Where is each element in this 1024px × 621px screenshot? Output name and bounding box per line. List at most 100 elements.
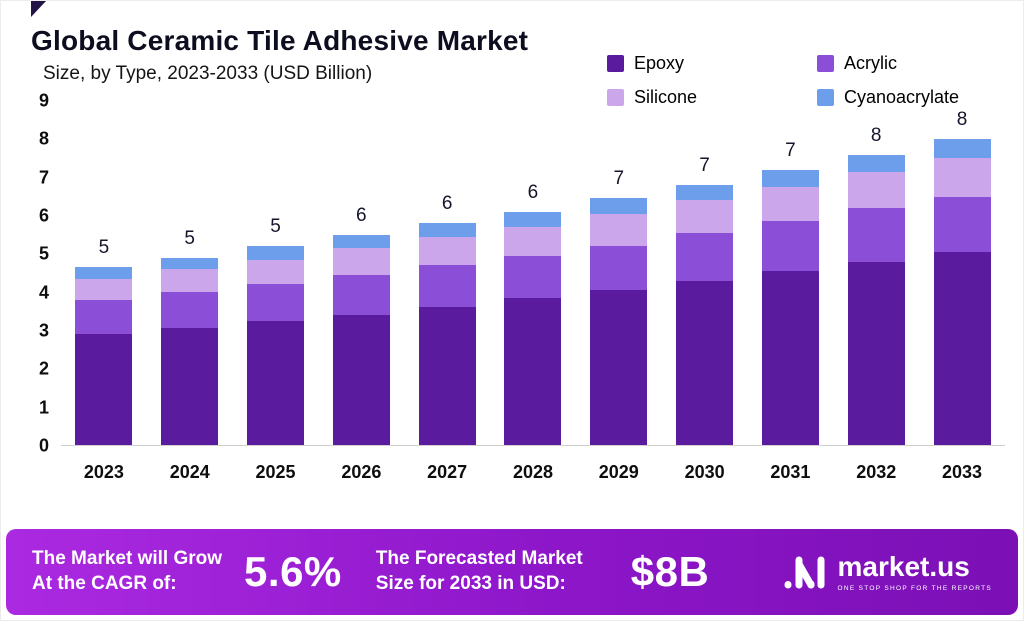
bar-total-label: 7 xyxy=(699,155,710,177)
bar-segment-epoxy xyxy=(504,297,562,445)
x-tick-label: 2028 xyxy=(512,462,553,482)
bar-segment-epoxy xyxy=(332,315,390,445)
bar-segment-acrylic xyxy=(75,299,133,335)
x-tick-label: 2027 xyxy=(427,462,468,482)
legend-swatch-icon xyxy=(607,89,624,106)
x-tick-label: 2023 xyxy=(83,462,124,482)
bar-segment-acrylic xyxy=(418,265,476,308)
plot-area: 5 5 5 6 6 6 7 7 7 8 8 xyxy=(61,101,1005,446)
x-tick-label: 2029 xyxy=(598,462,639,482)
bar-segment-acrylic xyxy=(504,255,562,298)
chart-header: Global Ceramic Tile Adhesive Market Size… xyxy=(1,1,1023,85)
bar-total-label: 5 xyxy=(270,216,281,238)
bar-segment-cyanoacrylate xyxy=(161,257,219,270)
bar-total-label: 6 xyxy=(527,181,539,203)
forecast-label-line1: The Forecasted Market xyxy=(375,548,583,570)
bar-total-label: 5 xyxy=(184,227,195,249)
bar-column: 7 xyxy=(662,101,748,445)
bar-segment-silicone xyxy=(75,278,133,300)
cagr-label-line2: At the CAGR of: xyxy=(32,573,177,594)
bar-segment-cyanoacrylate xyxy=(676,185,734,201)
bar-column: 7 xyxy=(576,101,662,445)
y-tick-label: 1 xyxy=(38,397,49,418)
bar-segment-cyanoacrylate xyxy=(590,198,648,214)
y-tick-label: 5 xyxy=(38,243,49,264)
bar-segment-cyanoacrylate xyxy=(75,267,133,279)
bar-column: 7 xyxy=(748,101,834,445)
legend-swatch-icon xyxy=(817,89,834,106)
bar-segment-silicone xyxy=(161,269,219,293)
bar-total-label: 8 xyxy=(956,109,968,131)
bar-segment-cyanoacrylate xyxy=(247,246,305,260)
brand-text: market.us ONE STOP SHOP FOR THE REPORTS xyxy=(837,550,993,592)
bar-segment-epoxy xyxy=(847,261,905,445)
bar-segment-silicone xyxy=(590,213,648,247)
marketus-logo-icon xyxy=(784,556,824,589)
bar-column: 5 xyxy=(147,101,233,445)
bar-segment-epoxy xyxy=(161,328,219,445)
bar-total-label: 7 xyxy=(785,139,796,161)
x-tick-label: 2026 xyxy=(341,462,382,482)
x-tick-label: 2024 xyxy=(169,462,210,482)
x-tick-label: 2031 xyxy=(770,462,811,482)
y-tick-label: 3 xyxy=(38,320,49,341)
bar-total-label: 8 xyxy=(870,124,882,146)
banner: The Market will Grow At the CAGR of: 5.6… xyxy=(6,529,1018,615)
x-tick-label: 2033 xyxy=(942,462,983,482)
legend-label: Silicone xyxy=(634,87,698,107)
bar-column: 6 xyxy=(318,101,404,445)
bar-column: 6 xyxy=(490,101,576,445)
x-tick-label: 2025 xyxy=(255,462,296,482)
bar-segment-cyanoacrylate xyxy=(332,234,390,249)
legend-label: Acrylic xyxy=(844,53,897,73)
y-tick-label: 9 xyxy=(38,90,49,111)
bar-segment-acrylic xyxy=(933,196,991,252)
bar-segment-acrylic xyxy=(247,284,305,321)
bar-segment-acrylic xyxy=(590,246,648,291)
y-tick-label: 2 xyxy=(38,358,49,379)
bar-column: 5 xyxy=(233,101,319,445)
brand-name: market.us xyxy=(837,550,970,582)
bar-segment-epoxy xyxy=(247,320,305,445)
y-tick-label: 7 xyxy=(38,167,49,188)
bar-segment-acrylic xyxy=(847,208,905,262)
bar-total-label: 7 xyxy=(613,168,625,190)
y-axis: 0 1 2 3 4 5 6 7 8 9 xyxy=(15,91,61,456)
legend-label: Epoxy xyxy=(634,53,685,73)
bar-segment-silicone xyxy=(847,171,905,209)
bar-segment-silicone xyxy=(676,200,734,233)
corner-accent xyxy=(31,1,46,17)
cagr-label: The Market will Grow At the CAGR of: xyxy=(32,547,222,596)
bar-column: 6 xyxy=(404,101,490,445)
legend-item-acrylic: Acrylic xyxy=(817,53,1007,74)
plot-wrap: 5 5 5 6 6 6 7 7 7 8 8 2023 2024 2025 2026 2027 2028 2029… xyxy=(61,101,1005,483)
bar-segment-epoxy xyxy=(418,307,476,445)
brand-tagline: ONE STOP SHOP FOR THE REPORTS xyxy=(837,584,992,592)
bar-segment-acrylic xyxy=(161,292,219,329)
x-tick-label: 2030 xyxy=(684,462,725,482)
legend-swatch-icon xyxy=(607,55,624,72)
legend-swatch-icon xyxy=(817,55,834,72)
bar-segment-epoxy xyxy=(590,290,648,445)
chart-title: Global Ceramic Tile Adhesive Market xyxy=(31,25,529,56)
x-tick-label: 2032 xyxy=(856,462,897,482)
legend-item-epoxy: Epoxy xyxy=(607,53,817,74)
legend-item-cyanoacrylate: Cyanoacrylate xyxy=(817,87,1007,108)
x-axis: 2023 2024 2025 2026 2027 2028 2029 2030 2031 2032… xyxy=(61,446,1005,483)
forecast-label-line2: Size for 2033 in USD: xyxy=(375,573,566,594)
forecast-label: The Forecasted Market Size for 2033 in U… xyxy=(376,547,583,596)
bar-segment-silicone xyxy=(933,158,991,197)
bar-column: 8 xyxy=(919,101,1005,445)
bar-segment-epoxy xyxy=(75,334,133,445)
y-tick-label: 6 xyxy=(38,205,49,226)
bar-segment-acrylic xyxy=(332,274,390,316)
bar-segment-cyanoacrylate xyxy=(504,211,562,228)
bar-segment-silicone xyxy=(332,248,390,275)
bar-segment-cyanoacrylate xyxy=(761,169,819,188)
bar-total-label: 6 xyxy=(441,193,453,215)
bar-column: 8 xyxy=(833,101,919,445)
bar-segment-epoxy xyxy=(676,280,734,445)
bar-total-label: 6 xyxy=(356,204,367,226)
